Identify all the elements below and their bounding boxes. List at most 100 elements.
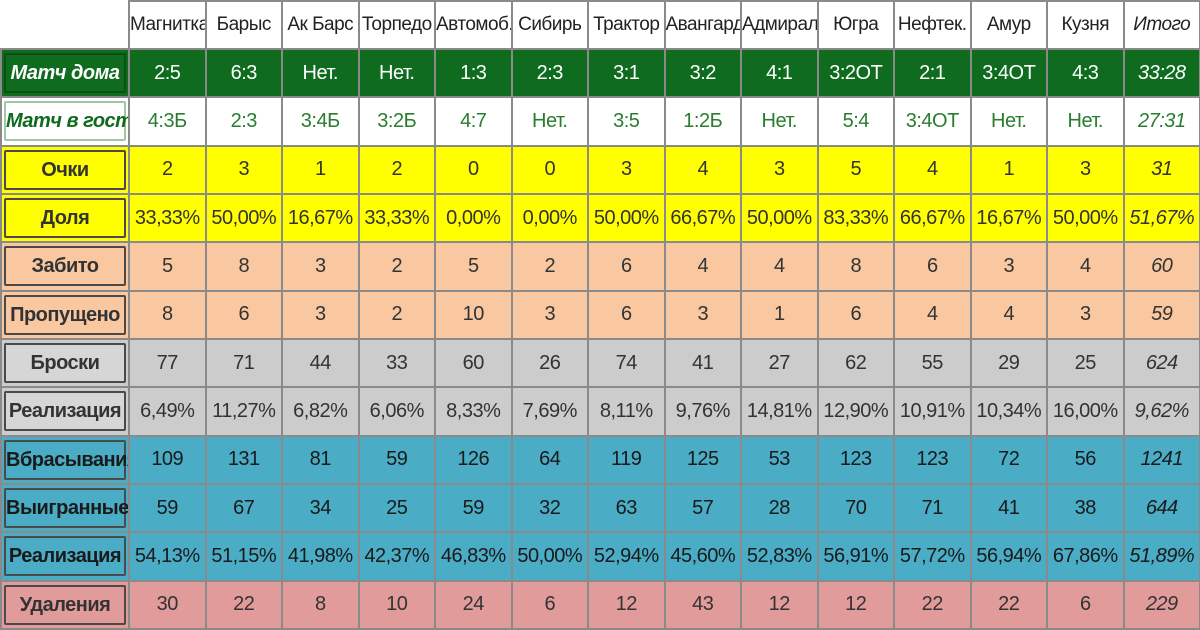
value-cell: 56: [1046, 434, 1125, 485]
team-header: Югра: [816, 0, 895, 50]
team-header: Амур: [969, 0, 1048, 50]
value-cell: 50,00%: [1046, 192, 1125, 244]
value-cell: 0,00%: [434, 192, 513, 244]
value-cell: 4: [740, 241, 819, 292]
value-cell: 4:3: [1046, 47, 1125, 99]
value-cell: 43: [663, 579, 742, 630]
team-header: Трактор: [587, 0, 666, 50]
row-label: Броски: [4, 343, 126, 384]
value-cell: 6,82%: [281, 386, 360, 437]
value-cell: 3: [281, 289, 360, 340]
value-cell: 71: [893, 482, 972, 534]
value-cell: 22: [893, 579, 972, 630]
value-cell: 5: [434, 241, 513, 292]
value-cell: 25: [1046, 337, 1125, 389]
team-header: Барыс: [204, 0, 283, 50]
value-cell: 50,00%: [587, 192, 666, 244]
value-cell: 6,06%: [357, 386, 436, 437]
value-cell: 16,67%: [281, 192, 360, 244]
value-cell: 6:3: [204, 47, 283, 99]
value-cell: 3:4ОТ: [893, 96, 972, 147]
row-label-cell: Реализация: [0, 531, 130, 582]
value-cell: 6: [204, 289, 283, 340]
row-label: Забито: [4, 246, 126, 287]
value-cell: 62: [816, 337, 895, 389]
value-cell: 12: [740, 579, 819, 630]
row-label: Пропущено: [4, 294, 126, 335]
value-cell: 1:3: [434, 47, 513, 99]
team-header: Адмирал: [740, 0, 819, 50]
value-cell: Нет.: [510, 96, 589, 147]
value-cell: 67: [204, 482, 283, 534]
value-cell: 0: [510, 144, 589, 195]
row-label-cell: Реализация: [0, 386, 130, 437]
value-cell: 22: [969, 579, 1048, 630]
value-cell: 46,83%: [434, 531, 513, 582]
value-cell: 9,76%: [663, 386, 742, 437]
team-header: Автомоб.: [434, 0, 513, 50]
value-cell: 3: [740, 144, 819, 195]
value-cell: 71: [204, 337, 283, 389]
value-cell: 72: [969, 434, 1048, 485]
value-cell: 6: [1046, 579, 1125, 630]
value-cell: 70: [816, 482, 895, 534]
value-cell: 5: [816, 144, 895, 195]
table-row: Пропущено 8 6 3 2 10 3 6 3 1 6 4 4 3 59: [0, 289, 1200, 340]
value-cell: 56,91%: [816, 531, 895, 582]
total-cell: 31: [1122, 144, 1200, 195]
value-cell: 2:3: [204, 96, 283, 147]
value-cell: 33,33%: [357, 192, 436, 244]
value-cell: 1:2Б: [663, 96, 742, 147]
value-cell: 3:2Б: [357, 96, 436, 147]
table-row: Матч в гостях4:3Б2:33:4Б3:2Б4:7Нет.3:51:…: [0, 96, 1200, 147]
total-cell: 33:28: [1122, 47, 1200, 99]
value-cell: Нет.: [740, 96, 819, 147]
value-cell: 4: [893, 144, 972, 195]
value-cell: 2: [510, 241, 589, 292]
value-cell: 4: [663, 241, 742, 292]
value-cell: 12: [587, 579, 666, 630]
value-cell: 2: [357, 289, 436, 340]
value-cell: 4:3Б: [128, 96, 207, 147]
value-cell: 6: [510, 579, 589, 630]
value-cell: 54,13%: [128, 531, 207, 582]
value-cell: 6: [587, 289, 666, 340]
value-cell: 53: [740, 434, 819, 485]
value-cell: 2:5: [128, 47, 207, 99]
value-cell: 41: [969, 482, 1048, 534]
row-label-cell: Матч в гостях: [0, 96, 130, 147]
value-cell: 60: [434, 337, 513, 389]
table-row: Реализация 6,49% 11,27% 6,82% 6,06% 8,33% 7,69…: [0, 386, 1200, 437]
value-cell: 4:1: [740, 47, 819, 99]
team-header: Сибирь: [510, 0, 589, 50]
row-label: Очки: [4, 149, 126, 190]
row-label-cell: Очки: [0, 144, 130, 195]
value-cell: Нет.: [969, 96, 1048, 147]
total-cell: 51,89%: [1122, 531, 1200, 582]
team-header: Авангард: [663, 0, 742, 50]
value-cell: 41,98%: [281, 531, 360, 582]
value-cell: 26: [510, 337, 589, 389]
value-cell: 11,27%: [204, 386, 283, 437]
value-cell: 2: [357, 144, 436, 195]
value-cell: 25: [357, 482, 436, 534]
row-label: Реализация: [4, 391, 126, 432]
value-cell: 3:4ОТ: [969, 47, 1048, 99]
team-header: Нефтек.: [893, 0, 972, 50]
row-label-cell: Вбрасывания: [0, 434, 130, 485]
value-cell: 3:1: [587, 47, 666, 99]
value-cell: 32: [510, 482, 589, 534]
value-cell: 8: [128, 289, 207, 340]
value-cell: 5: [128, 241, 207, 292]
row-label: Матч в гостях: [4, 101, 127, 142]
value-cell: 57,72%: [893, 531, 972, 582]
value-cell: 50,00%: [204, 192, 283, 244]
value-cell: 8,11%: [587, 386, 666, 437]
total-cell: 1241: [1122, 434, 1200, 485]
value-cell: 123: [893, 434, 972, 485]
value-cell: 1: [740, 289, 819, 340]
row-label-cell: Доля: [0, 192, 130, 244]
value-cell: 1: [281, 144, 360, 195]
team-header: Ак Барс: [281, 0, 360, 50]
